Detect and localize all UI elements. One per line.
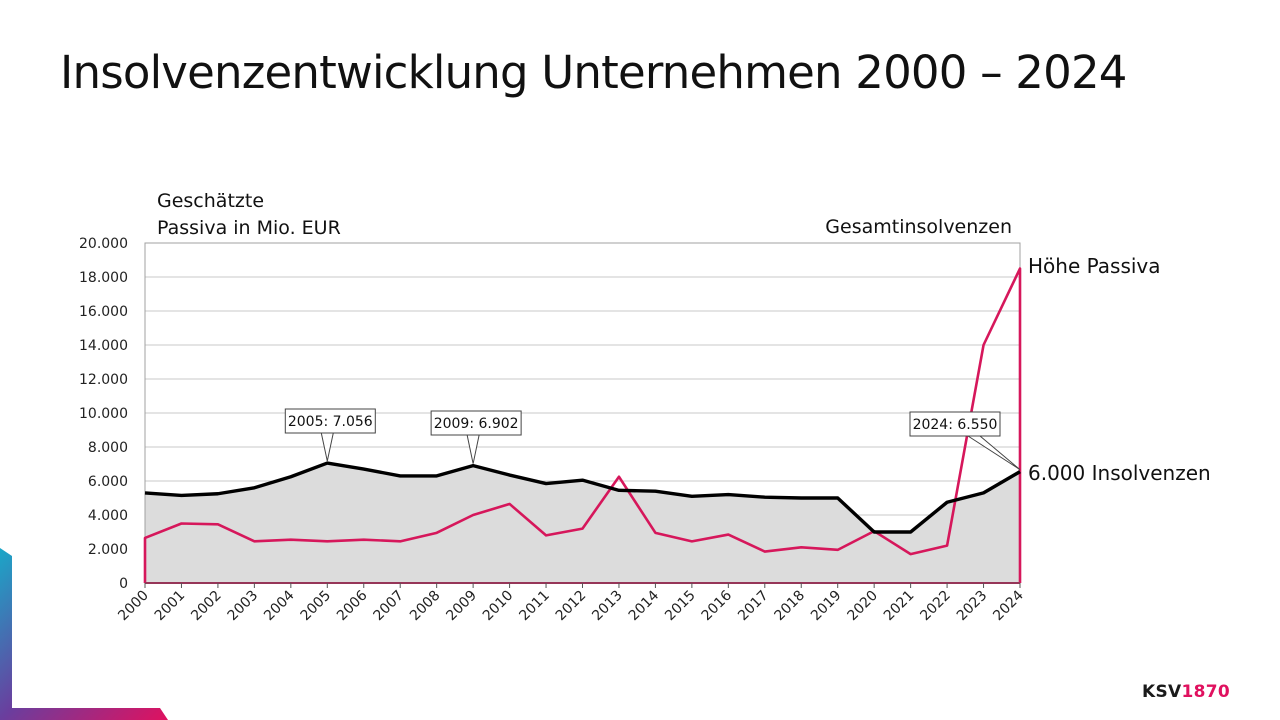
y-tick-label: 4.000 <box>88 508 128 524</box>
x-tick-label: 2014 <box>626 587 663 624</box>
x-tick-label: 2004 <box>261 587 298 624</box>
x-tick-label: 2009 <box>443 588 480 625</box>
y-tick-label: 2.000 <box>88 542 128 558</box>
x-tick-label: 2021 <box>881 588 918 625</box>
insolvenzen-line <box>144 461 1021 534</box>
y-tick-label: 20.000 <box>79 236 128 252</box>
x-tick-label: 2022 <box>917 588 954 625</box>
x-tick-label: 2001 <box>152 588 189 625</box>
x-tick-label: 2015 <box>662 588 699 625</box>
insolvenzen-area <box>145 463 1020 583</box>
annotation-label: 2024: 6.550 <box>913 417 998 433</box>
annotation-box <box>909 411 1001 437</box>
y-tick-label: 16.000 <box>79 304 128 320</box>
x-tick-label: 2020 <box>844 588 881 625</box>
x-tick-label: 2010 <box>480 588 517 625</box>
x-tick-label: 2005 <box>298 588 335 625</box>
y-tick-label: 14.000 <box>79 338 128 354</box>
x-tick-label: 2013 <box>589 588 626 625</box>
x-tick-label: 2019 <box>808 588 845 625</box>
y-tick-label: 18.000 <box>79 270 128 286</box>
x-tick-label: 2016 <box>699 587 736 624</box>
annotation-box <box>284 408 376 434</box>
y-tick-label: 10.000 <box>79 406 128 422</box>
x-tick-label: 2002 <box>188 588 225 625</box>
x-tick-label: 2018 <box>772 588 809 625</box>
y-tick-label: 12.000 <box>79 372 128 388</box>
logo-ksv: KSV <box>1142 682 1182 702</box>
series-label-insolvenzen: 6.000 Insolvenzen <box>1028 461 1211 485</box>
x-tick-label: 2011 <box>516 588 553 625</box>
annotation-pointer <box>967 435 1021 471</box>
y-axis-label-right: Gesamtinsolvenzen <box>825 216 1012 238</box>
page-title: Insolvenzentwicklung Unternehmen 2000 – … <box>60 46 1127 99</box>
x-tick-label: 2012 <box>553 588 590 625</box>
y-axis-label-left: Geschätzte Passiva in Mio. EUR <box>157 188 417 242</box>
x-tick-label: 2024 <box>990 587 1027 624</box>
annotation-pointer <box>320 432 334 462</box>
annotation-label: 2005: 7.056 <box>288 414 373 430</box>
passiva-line <box>143 267 1022 583</box>
x-tick-label: 2006 <box>334 587 371 624</box>
annotation-pointer <box>466 434 480 464</box>
x-tick-label: 2023 <box>954 588 991 625</box>
y-axis-label-left-text: Geschätzte Passiva in Mio. EUR <box>157 190 341 239</box>
series-label-passiva: Höhe Passiva <box>1028 254 1161 278</box>
x-tick-label: 2008 <box>407 588 444 625</box>
y-tick-label: 8.000 <box>88 440 128 456</box>
x-tick-label: 2003 <box>225 588 262 625</box>
logo-1870: 1870 <box>1181 682 1230 702</box>
y-tick-label: 0 <box>119 576 128 592</box>
x-tick-label: 2007 <box>371 588 408 625</box>
y-tick-label: 6.000 <box>88 474 128 490</box>
annotation-box <box>430 410 522 436</box>
x-tick-label: 2017 <box>735 588 772 625</box>
annotation-label: 2009: 6.902 <box>434 416 519 432</box>
ksv1870-logo: KSV1870 <box>1142 682 1230 702</box>
x-tick-label: 2000 <box>115 588 152 625</box>
